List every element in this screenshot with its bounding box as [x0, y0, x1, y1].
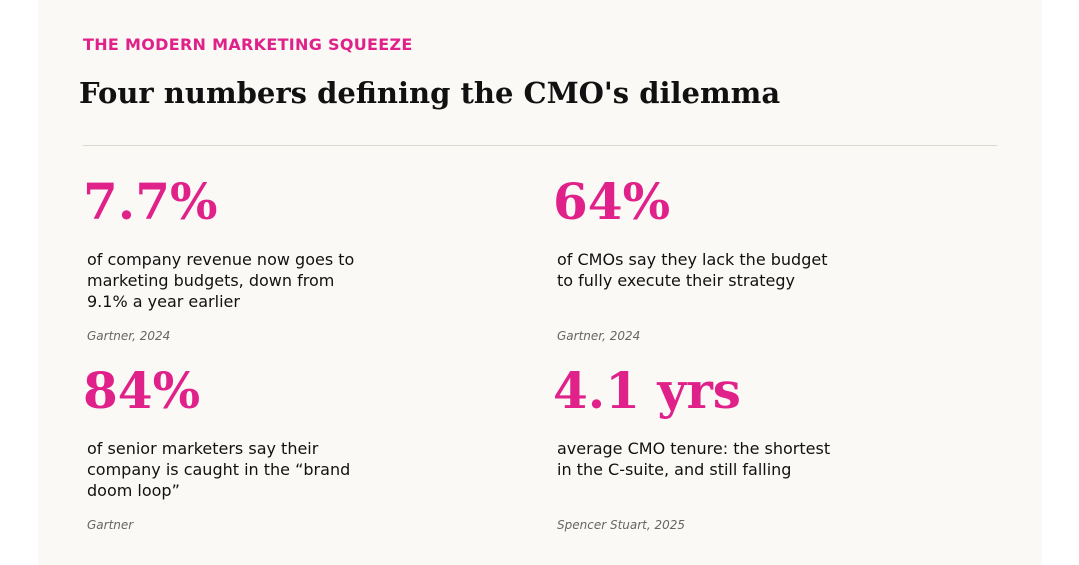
- stat-description: of company revenue now goes to marketing…: [87, 250, 355, 311]
- stat-source: Gartner, 2024: [87, 329, 171, 343]
- stat-source: Spencer Stuart, 2025: [557, 518, 686, 532]
- page-title: Four numbers defining the CMO's dilemma: [79, 76, 781, 110]
- divider: [83, 145, 997, 146]
- stat-value: 4.1 yrs: [553, 361, 741, 420]
- stat-description: of senior marketers say their company is…: [87, 439, 351, 500]
- stat-description: average CMO tenure: the shortest in the …: [557, 439, 831, 479]
- infographic-card: [38, 0, 1042, 565]
- stat-value: 7.7%: [83, 172, 218, 231]
- section-kicker: THE MODERN MARKETING SQUEEZE: [83, 35, 413, 54]
- stat-description: of CMOs say they lack the budget to full…: [557, 250, 828, 290]
- stat-value: 64%: [553, 172, 671, 231]
- stat-source: Gartner: [87, 518, 134, 532]
- stat-value: 84%: [83, 361, 201, 420]
- stat-source: Gartner, 2024: [557, 329, 641, 343]
